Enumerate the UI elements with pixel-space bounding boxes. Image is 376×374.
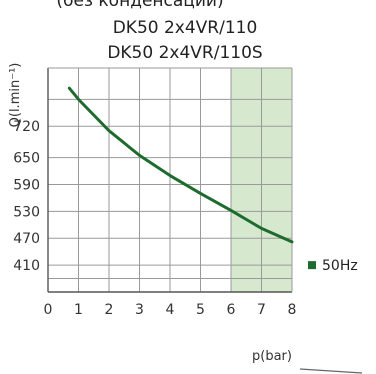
series-line-50hz [67, 86, 294, 244]
y-tick-label: 410 [13, 258, 40, 274]
legend-swatch [308, 261, 316, 270]
x-axis-label: p(bar) [252, 349, 292, 364]
grid [48, 68, 292, 292]
x-tick-label: 2 [105, 302, 114, 318]
y-tick-label: 470 [13, 231, 40, 247]
legend-label: 50Hz [322, 258, 358, 274]
cropped-header-text: (без конденсации) [56, 0, 223, 11]
y-tick-label: 530 [13, 204, 40, 220]
axes [47, 67, 293, 293]
series-lines [67, 86, 294, 244]
x-tick-labels: 0 1 2 3 4 5 6 7 8 [44, 302, 297, 318]
x-axis-arrow [299, 368, 363, 374]
y-tick-label: 590 [13, 177, 40, 193]
legend: 50Hz [308, 258, 358, 274]
y-tick-label: 650 [13, 151, 40, 167]
x-tick-label: 3 [135, 302, 144, 318]
x-tick-label: 8 [288, 302, 297, 318]
chart-title-line-2: DK50 2x4VR/110S [107, 43, 262, 63]
x-tick-label: 5 [196, 302, 205, 318]
x-tick-label: 0 [44, 302, 53, 318]
x-tick-label: 1 [74, 302, 83, 318]
y-tick-labels: 410 470 530 590 650 720 [13, 119, 40, 274]
x-tick-label: 6 [227, 302, 236, 318]
x-tick-label: 7 [257, 302, 266, 318]
x-tick-label: 4 [166, 302, 175, 318]
y-axis-label: Q(l.min⁻¹) [8, 63, 23, 128]
chart-title-line-1: DK50 2x4VR/110 [113, 18, 258, 38]
y-tick-label: 720 [13, 119, 40, 135]
